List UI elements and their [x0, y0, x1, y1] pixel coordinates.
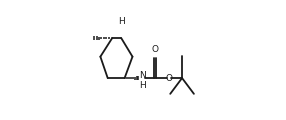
Text: N: N — [139, 71, 146, 80]
Text: O: O — [166, 74, 173, 83]
Text: H: H — [139, 81, 146, 90]
Text: H: H — [118, 17, 125, 26]
Text: O: O — [151, 45, 158, 54]
